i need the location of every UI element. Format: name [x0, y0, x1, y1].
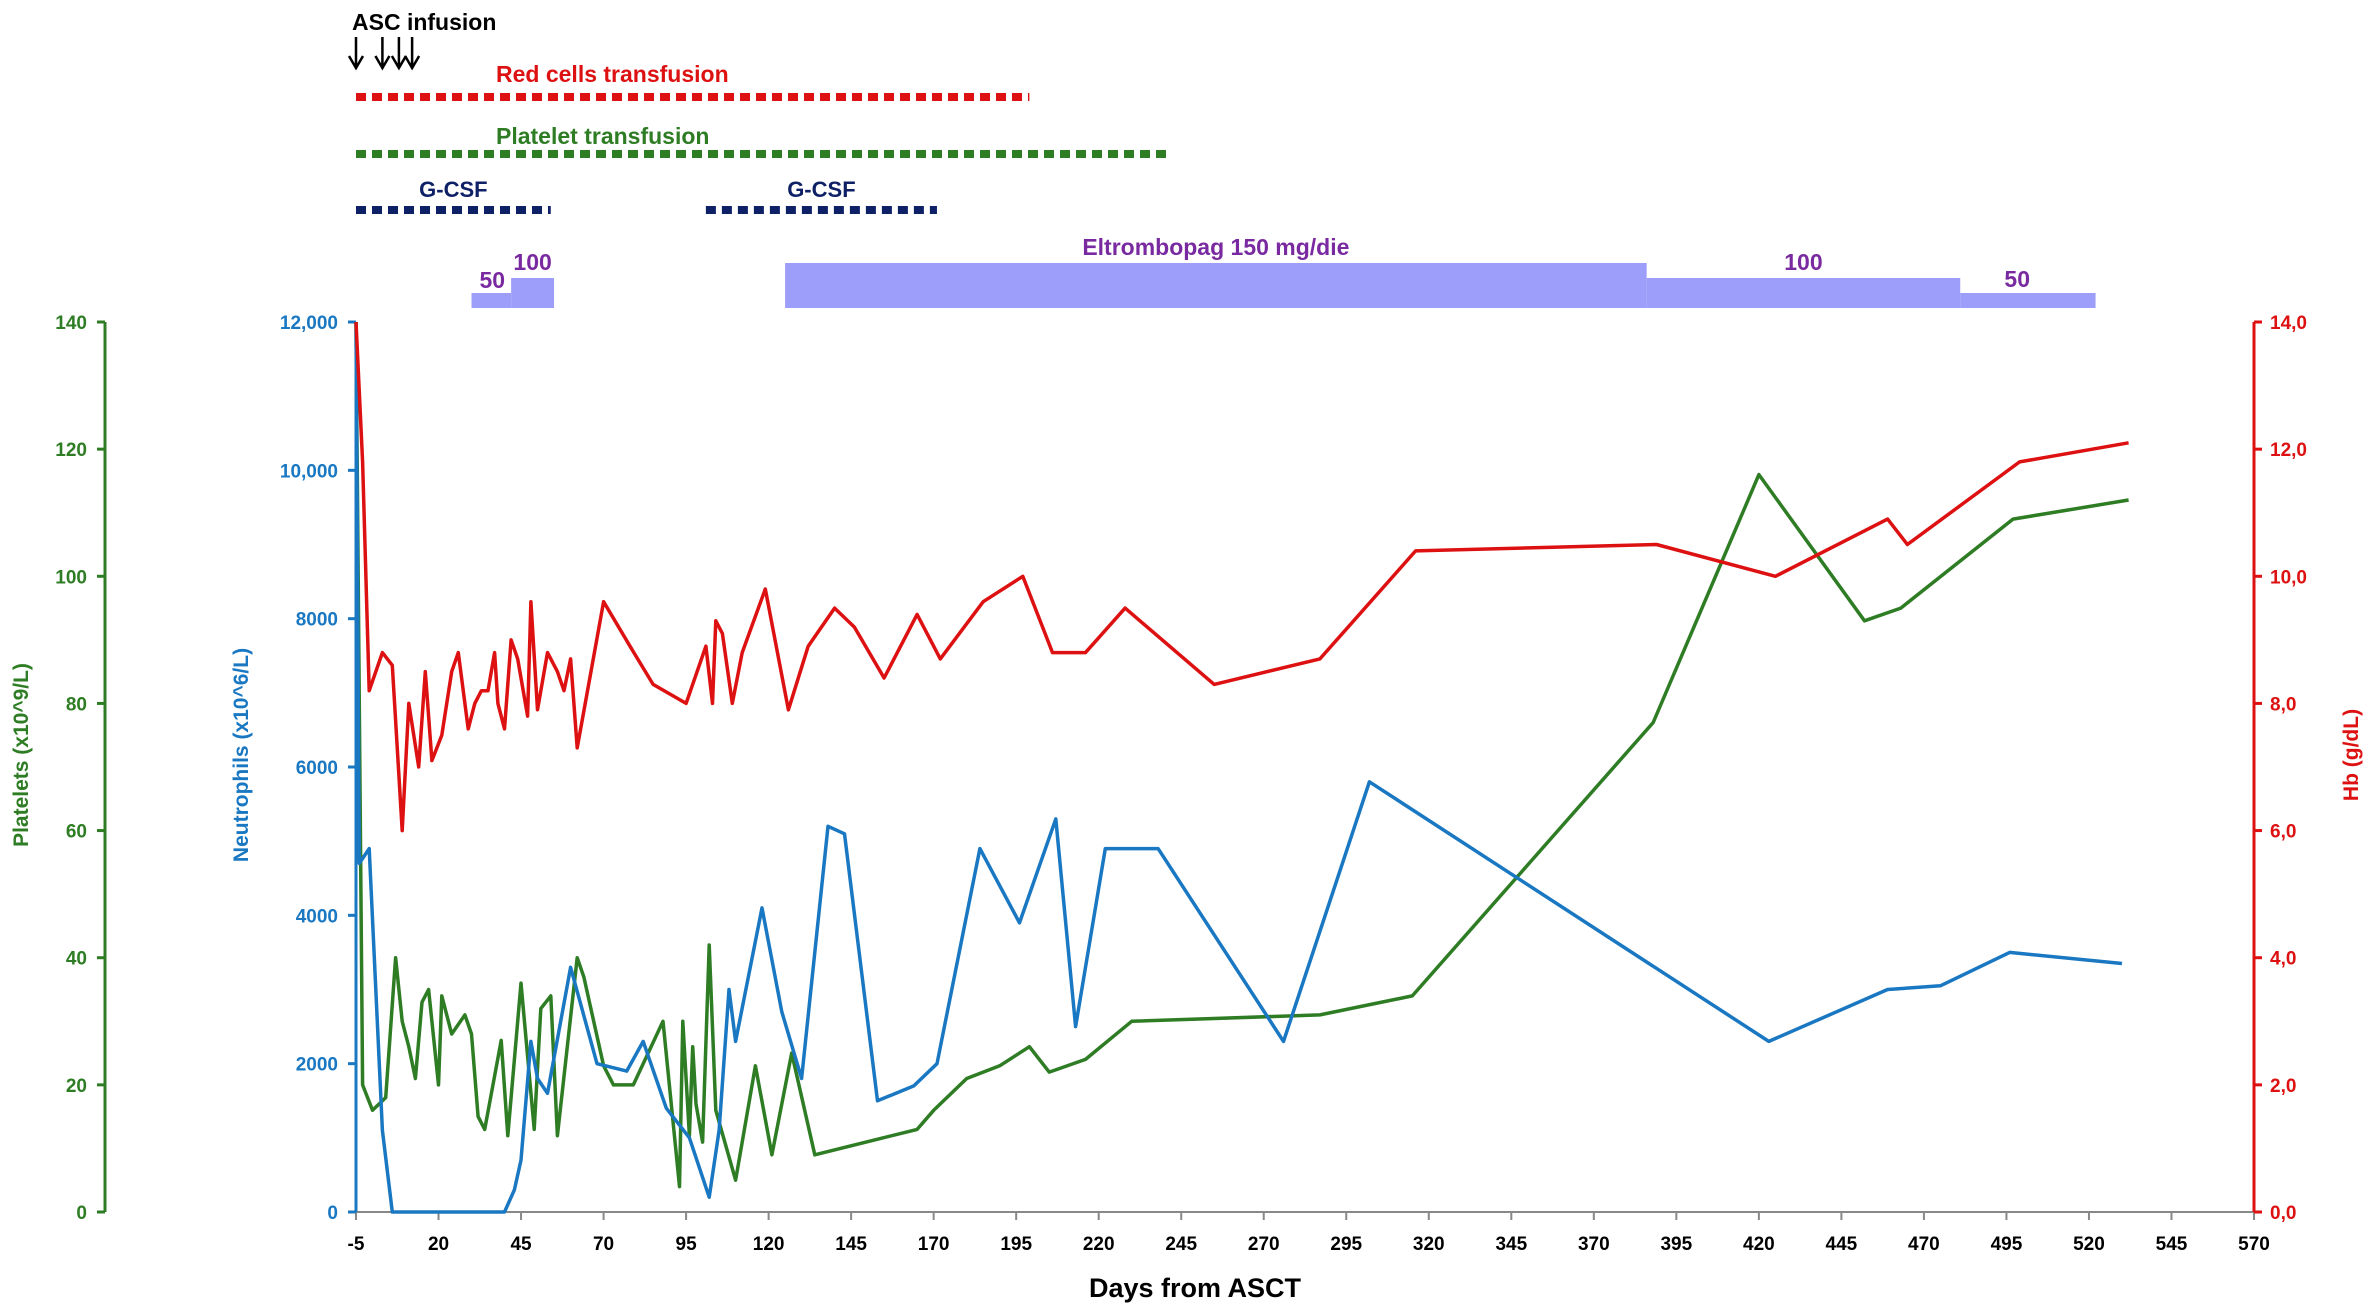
platelets-series-line	[354, 321, 2129, 1189]
hb-series-line	[354, 321, 2129, 833]
x-axis-title: Days from ASCT	[1089, 1273, 1302, 1303]
platelets-tick-label: 40	[66, 949, 87, 970]
eltrombopag-label-5: 50	[2004, 266, 2030, 292]
hb-axis-title: Hb (g/dL)	[2340, 709, 2363, 801]
x-tick-label: 145	[835, 1234, 867, 1255]
plot-area	[354, 321, 2129, 1214]
x-tick-label: 95	[676, 1234, 698, 1255]
eltrombopag-label-4: 100	[1784, 249, 1822, 275]
x-tick-label: 195	[1000, 1234, 1032, 1255]
eltrombopag-label-2: 100	[513, 249, 551, 275]
axis-labels: Days from ASCT Platelets (x10^9/L) Neutr…	[10, 648, 2363, 1303]
platelets-tick-label: 0	[76, 1203, 87, 1224]
x-tick-label: 545	[2156, 1234, 2188, 1255]
eltrombopag-dose-bar-1	[471, 293, 512, 308]
neutrophils-tick-label: 2000	[296, 1055, 338, 1076]
x-tick-label: 45	[510, 1234, 532, 1255]
gcsf-label-1: G-CSF	[419, 177, 487, 202]
x-tick-label: 170	[918, 1234, 950, 1255]
neutrophils-tick-label: 8000	[296, 610, 338, 631]
eltrombopag-dose-bar-4	[1646, 278, 1961, 308]
asc-infusion-arrow	[374, 37, 391, 71]
asc-infusion-arrow	[390, 37, 407, 71]
x-tick-label: 245	[1165, 1234, 1197, 1255]
gcsf-label-2: G-CSF	[787, 177, 855, 202]
platelet-transfusion-label: Platelet transfusion	[496, 123, 709, 149]
platelets-tick-label: 100	[55, 567, 87, 588]
neutrophils-tick-label: 10,000	[280, 461, 338, 482]
platelets-tick-label: 140	[55, 313, 87, 334]
x-tick-label: 320	[1413, 1234, 1445, 1255]
x-tick-label: 20	[428, 1234, 449, 1255]
eltrombopag-dose-bar-5	[1960, 293, 2096, 308]
neutrophils-tick-label: 0	[327, 1203, 338, 1224]
platelets-tick-label: 60	[66, 822, 87, 843]
platelets-axis-title: Platelets (x10^9/L)	[10, 663, 33, 847]
platelets-tick-label: 80	[66, 694, 87, 715]
neutrophils-series-line	[354, 321, 2123, 1214]
hb-tick-label: 10,0	[2270, 567, 2307, 588]
x-tick-label: 70	[593, 1234, 614, 1255]
red-cells-label: Red cells transfusion	[496, 61, 729, 87]
hb-tick-label: 8,0	[2270, 694, 2296, 715]
platelets-tick-label: 120	[55, 440, 87, 461]
hb-tick-label: 6,0	[2270, 822, 2296, 843]
neutrophils-tick-label: 4000	[296, 906, 338, 927]
hb-tick-label: 0,0	[2270, 1203, 2296, 1224]
eltrombopag-label-1: 50	[480, 267, 506, 293]
platelets-tick-label: 20	[66, 1076, 87, 1097]
x-tick-label: 445	[1826, 1234, 1858, 1255]
x-tick-label: -5	[348, 1234, 365, 1255]
hb-tick-label: 2,0	[2270, 1076, 2296, 1097]
hb-tick-label: 14,0	[2270, 313, 2307, 334]
x-tick-label: 295	[1330, 1234, 1362, 1255]
x-tick-label: 220	[1083, 1234, 1115, 1255]
axes: -5 20 45 70 95 120 145 170 195 220 245 270 295 320 345…	[55, 313, 2307, 1255]
asc-infusion-arrow	[347, 37, 365, 71]
x-tick-label: 495	[1991, 1234, 2023, 1255]
x-tick-label: 270	[1248, 1234, 1280, 1255]
x-tick-label: 370	[1578, 1234, 1610, 1255]
neutrophils-tick-label: 12,000	[280, 313, 338, 334]
x-tick-label: 470	[1908, 1234, 1940, 1255]
eltrombopag-dose-bar-3	[785, 263, 1647, 308]
hb-tick-label: 4,0	[2270, 949, 2296, 970]
asc-infusion-arrow	[404, 37, 421, 71]
x-tick-label: 520	[2073, 1234, 2105, 1255]
x-tick-label: 570	[2238, 1234, 2270, 1255]
neutrophils-tick-label: 6000	[296, 758, 338, 779]
x-tick-label: 395	[1660, 1234, 1692, 1255]
hb-tick-label: 12,0	[2270, 440, 2307, 461]
x-tick-label: 120	[753, 1234, 785, 1255]
x-tick-label: 420	[1743, 1234, 1775, 1255]
eltrombopag-label-3: Eltrombopag 150 mg/die	[1082, 234, 1349, 260]
neutrophils-axis-title: Neutrophils (x10^6/L)	[230, 648, 253, 862]
eltrombopag-dose-bar-2	[511, 278, 555, 308]
asc-infusion-label: ASC infusion	[352, 9, 496, 35]
x-tick-label: 345	[1495, 1234, 1527, 1255]
